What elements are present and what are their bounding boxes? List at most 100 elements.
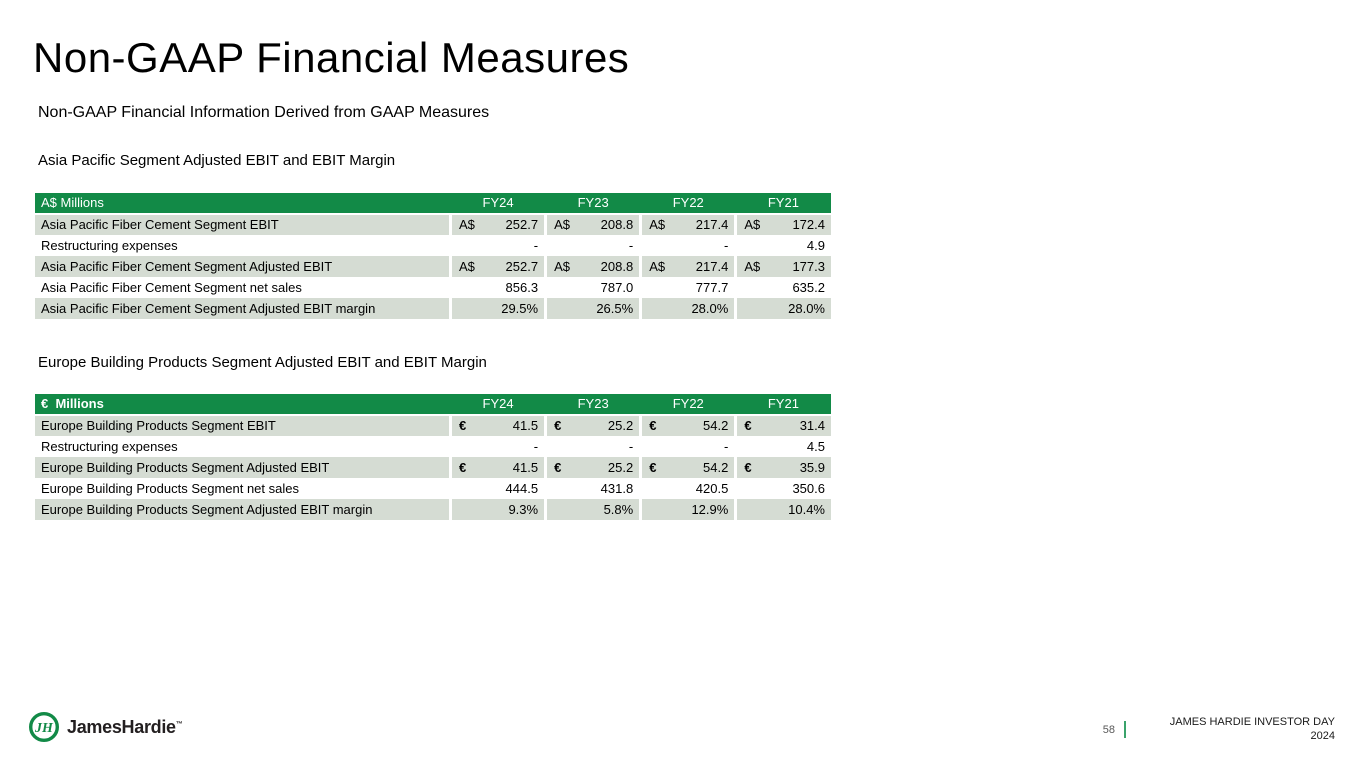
- cell-currency-symbol: A$: [639, 256, 671, 277]
- column-header: FY23: [545, 394, 641, 416]
- cell-value: 29.5%: [448, 298, 546, 319]
- table-header-row: A$ Millions FY24 FY23 FY22 FY21: [35, 193, 831, 215]
- cell-currency-symbol: €: [639, 457, 671, 478]
- column-header: FY24: [450, 193, 546, 215]
- footer-divider: [1124, 721, 1126, 738]
- row-label: Asia Pacific Fiber Cement Segment EBIT: [35, 214, 451, 235]
- cell-value: 28.0%: [734, 298, 831, 319]
- table-row: Europe Building Products Segment net sal…: [35, 478, 831, 499]
- cell-value: 5.8%: [544, 499, 641, 520]
- cell-value: 26.5%: [544, 298, 641, 319]
- table-row: Asia Pacific Fiber Cement Segment Adjust…: [35, 298, 831, 319]
- cell-value: -: [639, 436, 736, 457]
- table-row: Asia Pacific Fiber Cement Segment EBIT A$…: [35, 214, 831, 235]
- row-label: Europe Building Products Segment EBIT: [35, 415, 451, 436]
- cell-currency-symbol: A$: [448, 214, 481, 235]
- cell-value: 217.4: [670, 214, 736, 235]
- cell-value: 787.0: [544, 277, 641, 298]
- cell-value: -: [544, 436, 641, 457]
- column-header: FY21: [735, 394, 831, 416]
- page-number: 58: [1102, 723, 1115, 736]
- cell-value: 12.9%: [639, 499, 736, 520]
- cell-currency-symbol: €: [734, 415, 766, 436]
- table-asia-pacific: A$ Millions FY24 FY23 FY22 FY21 Asia Pacific …: [35, 193, 831, 319]
- event-title: JAMES HARDIE INVESTOR DAY 2024: [1135, 716, 1335, 743]
- table-row: Europe Building Products Segment Adjuste…: [35, 499, 831, 520]
- section-heading-europe: Europe Building Products Segment Adjuste…: [38, 354, 487, 371]
- logo-wordmark: JamesHardie™: [67, 716, 183, 738]
- cell-value: -: [544, 235, 641, 256]
- trademark-symbol: ™: [175, 720, 183, 728]
- company-logo: JH JamesHardie™: [28, 711, 183, 743]
- cell-value: 25.2: [575, 415, 641, 436]
- cell-value: -: [639, 235, 736, 256]
- cell-currency-symbol: A$: [448, 256, 481, 277]
- cell-currency-symbol: A$: [734, 256, 766, 277]
- row-label: Asia Pacific Fiber Cement Segment Adjust…: [35, 298, 451, 319]
- cell-currency-symbol: €: [544, 415, 576, 436]
- table-header-row: € Millions FY24 FY23 FY22 FY21: [35, 394, 831, 416]
- cell-currency-symbol: A$: [544, 256, 576, 277]
- table-row: Asia Pacific Fiber Cement Segment net sa…: [35, 277, 831, 298]
- table-row: Restructuring expenses - - -4.9: [35, 235, 831, 256]
- cell-value: 252.7: [480, 214, 546, 235]
- row-label: Restructuring expenses: [35, 235, 451, 256]
- cell-value: 252.7: [480, 256, 546, 277]
- cell-currency-symbol: €: [448, 415, 481, 436]
- cell-value: 777.7: [639, 277, 736, 298]
- cell-value: 431.8: [544, 478, 641, 499]
- table-row: Restructuring expenses - - -4.5: [35, 436, 831, 457]
- cell-value: 208.8: [575, 214, 641, 235]
- cell-value: -: [448, 235, 546, 256]
- cell-value: 31.4: [765, 415, 831, 436]
- logo-monogram: JH: [34, 721, 54, 736]
- cell-currency-symbol: €: [448, 457, 481, 478]
- row-label: Asia Pacific Fiber Cement Segment Adjust…: [35, 256, 451, 277]
- cell-value: 172.4: [765, 214, 831, 235]
- cell-value: 420.5: [639, 478, 736, 499]
- cell-currency-symbol: €: [639, 415, 671, 436]
- column-header: FY22: [640, 193, 736, 215]
- cell-value: 4.9: [734, 235, 831, 256]
- column-header: FY24: [450, 394, 546, 416]
- cell-currency-symbol: A$: [734, 214, 766, 235]
- cell-value: 9.3%: [448, 499, 546, 520]
- section-heading-asia-pacific: Asia Pacific Segment Adjusted EBIT and E…: [38, 152, 396, 169]
- cell-currency-symbol: A$: [544, 214, 576, 235]
- cell-value: 856.3: [448, 277, 546, 298]
- row-label: Restructuring expenses: [35, 436, 451, 457]
- cell-value: 4.5: [734, 436, 831, 457]
- cell-value: 177.3: [765, 256, 831, 277]
- jameshardie-logo-icon: JH: [28, 711, 60, 743]
- cell-value: 208.8: [575, 256, 641, 277]
- cell-value: 28.0%: [639, 298, 736, 319]
- cell-value: 217.4: [670, 256, 736, 277]
- column-header: FY23: [545, 193, 641, 215]
- cell-value: 41.5: [480, 457, 546, 478]
- column-header: FY22: [640, 394, 736, 416]
- table-row: Asia Pacific Fiber Cement Segment Adjust…: [35, 256, 831, 277]
- unit-label: A$ Millions: [35, 193, 451, 215]
- event-title-line2: 2024: [1310, 729, 1335, 742]
- cell-currency-symbol: €: [734, 457, 766, 478]
- cell-currency-symbol: €: [544, 457, 576, 478]
- cell-value: 444.5: [448, 478, 546, 499]
- row-label: Europe Building Products Segment Adjuste…: [35, 457, 451, 478]
- table-row: Europe Building Products Segment Adjuste…: [35, 457, 831, 478]
- row-label: Europe Building Products Segment net sal…: [35, 478, 451, 499]
- cell-value: 54.2: [670, 415, 736, 436]
- column-header: FY21: [735, 193, 831, 215]
- cell-value: 54.2: [670, 457, 736, 478]
- table-row: Europe Building Products Segment EBIT €41…: [35, 415, 831, 436]
- unit-label: € Millions: [35, 394, 451, 416]
- cell-value: 635.2: [734, 277, 831, 298]
- cell-value: 10.4%: [734, 499, 831, 520]
- footer-right: 58 JAMES HARDIE INVESTOR DAY 2024: [1103, 716, 1335, 743]
- subtitle: Non-GAAP Financial Information Derived f…: [38, 104, 490, 121]
- event-title-line1: JAMES HARDIE INVESTOR DAY: [1169, 716, 1335, 728]
- cell-value: 41.5: [480, 415, 546, 436]
- cell-value: 350.6: [734, 478, 831, 499]
- row-label: Europe Building Products Segment Adjuste…: [35, 499, 451, 520]
- logo-wordmark-text: JamesHardie: [67, 716, 176, 737]
- cell-currency-symbol: A$: [639, 214, 671, 235]
